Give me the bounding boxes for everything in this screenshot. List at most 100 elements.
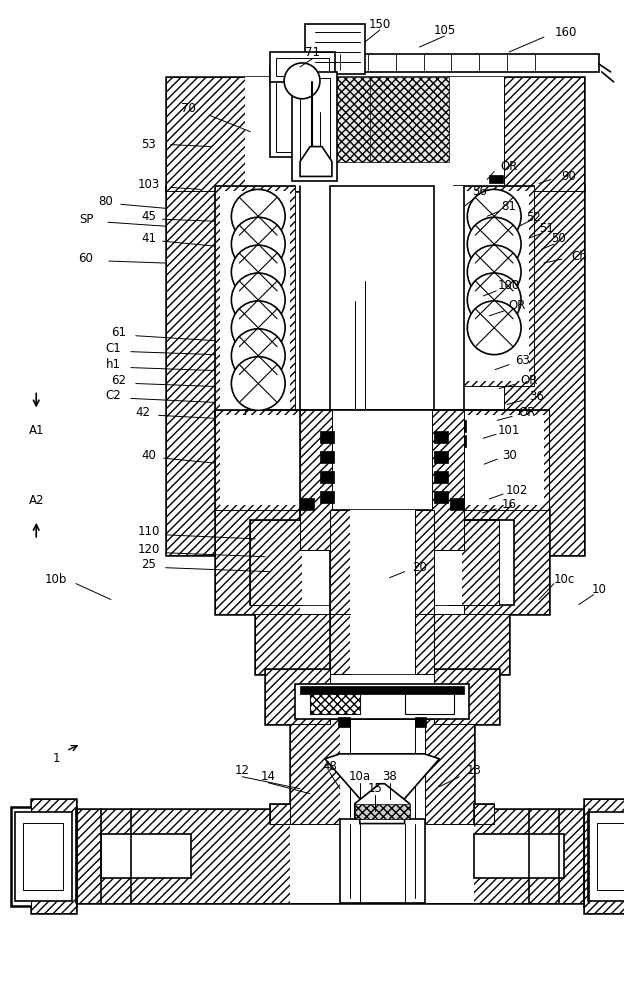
Bar [330,510,434,614]
Text: 53: 53 [141,138,156,151]
Bar [434,410,549,510]
Bar [355,804,409,819]
Bar [11,807,76,906]
Bar [451,498,464,510]
Text: 52: 52 [527,211,541,224]
Bar [300,510,464,614]
Bar [166,186,584,555]
Circle shape [231,329,285,383]
Text: 25: 25 [141,558,156,571]
Text: 102: 102 [506,484,528,497]
Bar [292,72,337,181]
Bar [504,77,584,191]
Bar [464,410,519,440]
Bar [340,819,424,903]
Text: 1: 1 [52,752,60,765]
Text: 81: 81 [502,200,516,213]
Bar [439,415,544,505]
Bar [340,719,424,824]
Text: 61: 61 [111,326,126,339]
Bar [250,520,302,605]
Text: 36: 36 [529,390,544,403]
Text: 160: 160 [554,26,577,39]
Bar [330,614,434,674]
Bar [350,614,414,674]
Text: 56: 56 [472,185,487,198]
Text: 150: 150 [369,18,391,31]
Bar [330,54,599,72]
Text: 90: 90 [561,170,576,183]
Bar [221,415,325,505]
Text: 63: 63 [516,354,531,367]
Text: 120: 120 [138,543,160,556]
Bar [76,809,290,903]
Polygon shape [325,754,439,824]
Polygon shape [300,147,332,176]
Bar [101,834,191,878]
Bar [454,420,466,432]
Bar [350,510,414,614]
Bar [76,809,584,903]
Bar [221,191,290,425]
Circle shape [468,189,521,243]
Bar [414,717,426,727]
Text: 60: 60 [79,252,94,265]
Text: OR: OR [501,160,518,173]
Text: 41: 41 [141,232,156,245]
Bar [320,431,334,443]
Bar [300,410,464,550]
Bar [584,799,625,913]
Bar [290,719,340,824]
Text: 13: 13 [467,764,482,777]
Text: OR: OR [518,406,536,419]
Text: 100: 100 [498,279,520,292]
Bar [216,510,300,614]
Circle shape [231,273,285,327]
Bar [16,812,72,901]
Text: 50: 50 [551,232,566,245]
Bar [434,451,448,463]
Bar [310,689,360,714]
Bar [330,510,350,614]
Text: A1: A1 [29,424,44,437]
Bar [330,614,434,674]
Text: 70: 70 [181,102,196,115]
Bar [434,669,499,724]
Bar [23,823,63,890]
Bar [31,799,76,913]
Text: 40: 40 [141,449,156,462]
Bar [270,804,290,824]
Bar [434,471,448,483]
Polygon shape [355,784,409,819]
Bar [588,812,625,901]
Text: A2: A2 [29,493,44,506]
Bar [305,24,365,74]
Circle shape [468,217,521,271]
Bar [584,799,625,913]
Text: 14: 14 [261,770,276,783]
Bar [424,719,474,824]
Bar [489,175,503,183]
Text: 38: 38 [382,770,397,783]
Bar [434,491,448,503]
Bar [245,77,504,191]
Text: C2: C2 [105,389,121,402]
Bar [31,814,76,898]
Circle shape [468,245,521,299]
Text: SP: SP [79,213,93,226]
Text: 20: 20 [412,561,427,574]
Bar [300,498,314,510]
Text: 80: 80 [99,195,113,208]
Text: 16: 16 [502,498,517,511]
Bar [300,77,380,162]
Bar [330,186,434,555]
Bar [265,669,499,724]
Text: 110: 110 [138,525,160,538]
Text: 45: 45 [141,210,156,223]
Bar [338,717,350,727]
Bar [216,186,295,430]
Bar [504,186,584,555]
Bar [300,410,332,550]
Bar [300,186,464,555]
Bar [380,809,594,903]
